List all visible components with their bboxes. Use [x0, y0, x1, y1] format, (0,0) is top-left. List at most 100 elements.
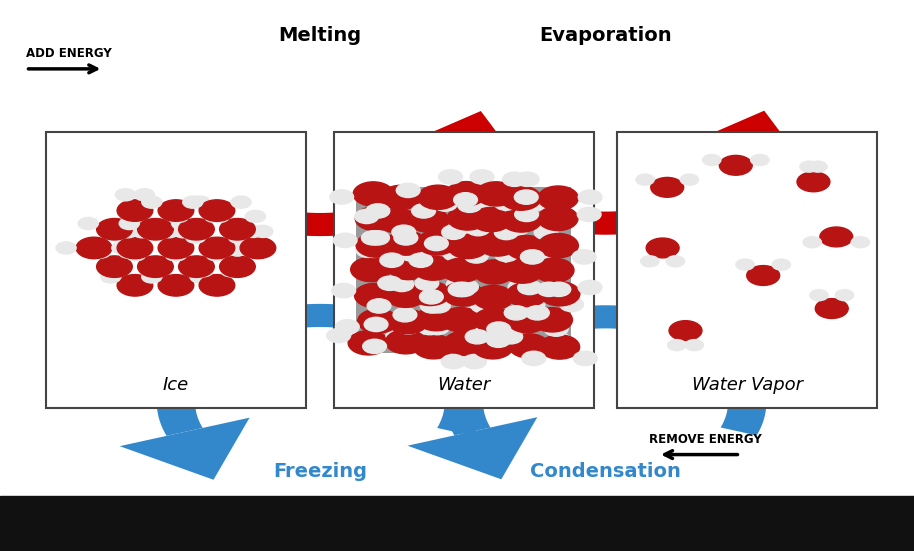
Bar [46, 132, 306, 408]
Circle shape [525, 196, 548, 210]
Circle shape [395, 233, 419, 247]
Circle shape [231, 196, 251, 208]
Circle shape [500, 249, 524, 263]
Circle shape [138, 256, 174, 277]
Circle shape [219, 219, 255, 240]
Circle shape [363, 339, 387, 354]
Circle shape [411, 204, 435, 218]
Circle shape [252, 225, 272, 237]
Circle shape [537, 206, 578, 230]
Circle shape [386, 329, 426, 354]
Circle shape [348, 331, 388, 355]
Text: Melting: Melting [279, 26, 361, 45]
Circle shape [206, 249, 226, 261]
Circle shape [453, 193, 477, 207]
Circle shape [719, 155, 752, 175]
Circle shape [413, 256, 453, 280]
Circle shape [439, 170, 462, 184]
Circle shape [835, 290, 854, 301]
Circle shape [534, 258, 574, 283]
Circle shape [351, 257, 391, 282]
Circle shape [178, 219, 214, 240]
Circle shape [101, 271, 121, 283]
Circle shape [477, 232, 517, 256]
Circle shape [362, 243, 386, 257]
Circle shape [390, 277, 414, 291]
Circle shape [489, 321, 513, 335]
Circle shape [503, 259, 543, 283]
Circle shape [245, 210, 265, 223]
Circle shape [537, 282, 561, 296]
Circle shape [465, 329, 489, 344]
Circle shape [178, 256, 214, 277]
Circle shape [494, 196, 518, 210]
Circle shape [380, 185, 420, 209]
Circle shape [441, 354, 465, 369]
Circle shape [228, 244, 248, 256]
Circle shape [456, 307, 480, 322]
Circle shape [134, 188, 154, 201]
Text: Water: Water [437, 376, 491, 393]
Circle shape [535, 225, 558, 240]
Circle shape [149, 271, 169, 283]
Circle shape [418, 185, 458, 209]
Circle shape [397, 320, 420, 334]
Circle shape [446, 182, 486, 206]
Circle shape [425, 339, 449, 354]
Circle shape [413, 334, 453, 359]
Circle shape [578, 207, 601, 222]
Circle shape [380, 253, 404, 267]
Circle shape [488, 236, 512, 251]
Circle shape [505, 222, 528, 236]
Circle shape [386, 328, 409, 343]
Circle shape [394, 231, 418, 245]
Circle shape [736, 259, 754, 270]
Circle shape [680, 174, 698, 185]
Circle shape [443, 331, 484, 355]
Circle shape [416, 306, 456, 331]
Bar [356, 187, 571, 353]
Circle shape [327, 328, 351, 343]
Circle shape [386, 283, 426, 307]
Circle shape [454, 280, 478, 294]
Circle shape [399, 247, 423, 261]
Circle shape [473, 260, 514, 284]
Circle shape [651, 177, 684, 197]
Circle shape [486, 333, 510, 347]
Circle shape [117, 200, 153, 222]
Circle shape [452, 282, 475, 296]
Circle shape [441, 258, 482, 282]
Circle shape [471, 207, 511, 231]
Circle shape [473, 308, 514, 332]
Circle shape [441, 307, 481, 332]
Polygon shape [157, 304, 483, 436]
Circle shape [397, 183, 420, 197]
Text: Freezing: Freezing [273, 462, 367, 480]
Circle shape [462, 354, 486, 369]
Circle shape [476, 182, 516, 206]
Circle shape [366, 231, 389, 245]
Circle shape [183, 196, 203, 208]
Polygon shape [408, 417, 537, 479]
Circle shape [579, 190, 602, 204]
Bar [0, 496, 914, 551]
Text: ADD ENERGY: ADD ENERGY [26, 47, 112, 60]
Polygon shape [120, 418, 250, 480]
Circle shape [441, 225, 465, 240]
Circle shape [532, 307, 572, 332]
Circle shape [446, 277, 470, 291]
Circle shape [388, 310, 428, 334]
Text: Evaporation: Evaporation [539, 26, 672, 45]
Circle shape [667, 339, 686, 350]
Circle shape [466, 222, 490, 236]
Circle shape [409, 282, 450, 306]
Circle shape [433, 197, 457, 211]
Circle shape [666, 256, 685, 267]
Circle shape [133, 226, 153, 238]
Circle shape [228, 244, 248, 256]
Circle shape [686, 339, 704, 350]
Circle shape [851, 237, 869, 248]
Circle shape [76, 237, 112, 259]
Circle shape [809, 161, 827, 172]
Circle shape [646, 238, 679, 258]
